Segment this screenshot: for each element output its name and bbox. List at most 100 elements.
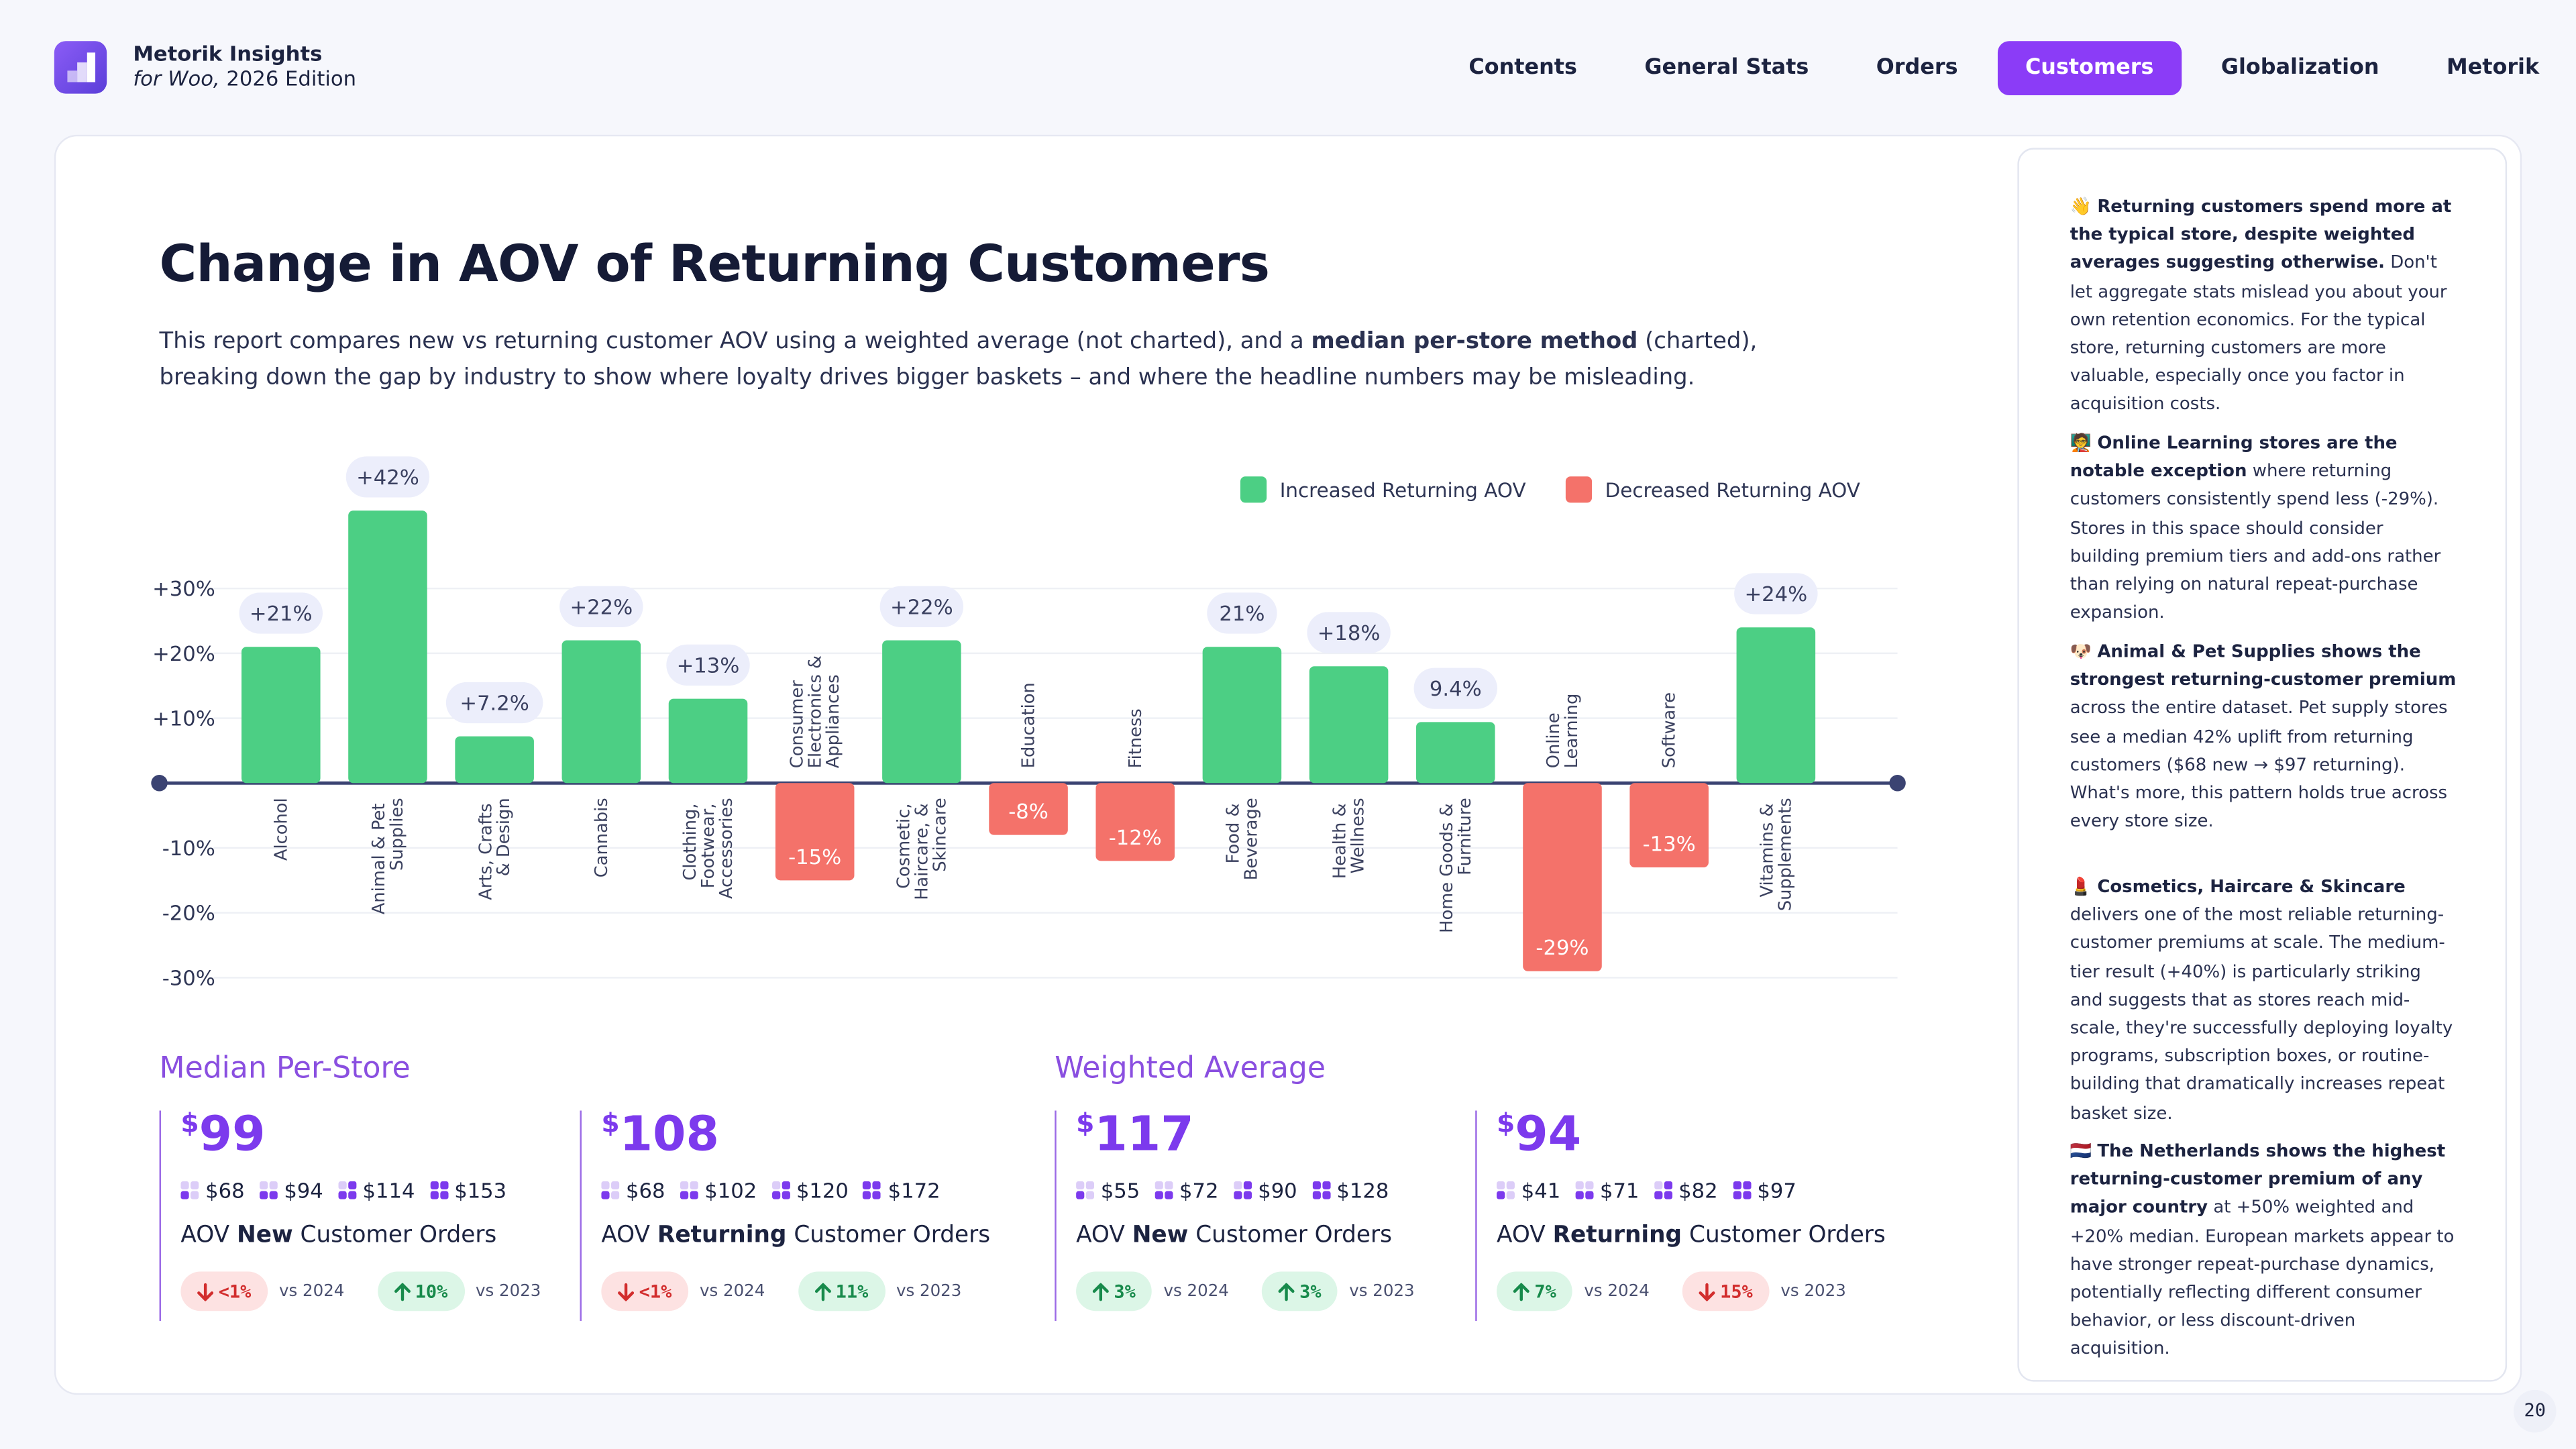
tier-dot [1164, 1191, 1173, 1199]
tier: $55 [1076, 1178, 1140, 1203]
nav-item[interactable]: Contents [1468, 56, 1577, 81]
value-label: 21% [1219, 602, 1265, 626]
tick-label-line: Wellness [1348, 798, 1368, 873]
tier-dot [337, 1181, 347, 1190]
x-tick-label: Education [1019, 682, 1039, 768]
tier-dot [680, 1181, 688, 1190]
tick-label-line: Health & [1330, 798, 1350, 879]
tier-value: $128 [1336, 1177, 1389, 1203]
nav-item[interactable]: Metorik [2446, 56, 2540, 81]
arrow [618, 1282, 635, 1301]
arrow [1513, 1282, 1529, 1301]
nav-item[interactable]: Customers [1997, 41, 2182, 96]
tier: $90 [1233, 1178, 1297, 1203]
tier-dot [1076, 1191, 1085, 1199]
description-part: (charted), breaking down the gap by indu… [159, 328, 1758, 391]
tier-icon [1654, 1181, 1672, 1199]
tier-dot [1311, 1191, 1320, 1199]
tick-label-line: Furniture [1455, 798, 1475, 875]
label-post: Customer Orders [1195, 1222, 1393, 1249]
arrow-icon [1699, 1282, 1715, 1301]
tick-label-line: Appliances [823, 674, 843, 768]
page-number: 20 [2513, 1389, 2557, 1433]
tier: $41 [1497, 1178, 1560, 1203]
tick-label-line: Skincare [930, 798, 950, 871]
sidebar-bold: Animal & Pet Supplies shows the stronges… [2070, 642, 2457, 691]
badge-text: <1% [218, 1280, 252, 1302]
logo [54, 41, 107, 94]
arrow [197, 1282, 214, 1301]
card-label: AOV Returning Customer Orders [1497, 1222, 1896, 1248]
tier-dot [1243, 1181, 1252, 1190]
value-label: +21% [250, 602, 313, 626]
badge-text: 3% [1299, 1280, 1322, 1302]
badge: 3% [1261, 1271, 1338, 1311]
arrow-icon [394, 1282, 411, 1301]
nav-item[interactable]: Globalization [2220, 56, 2379, 81]
tier-dot [259, 1181, 268, 1190]
tick-label-line: Alcohol [271, 798, 291, 861]
tier-value: $68 [205, 1177, 245, 1203]
value-label: +18% [1318, 622, 1381, 645]
bar [989, 783, 1068, 835]
tier-dot [1085, 1191, 1095, 1199]
tier-dot [1664, 1181, 1672, 1190]
bar [1523, 783, 1602, 971]
tier-dot [347, 1191, 356, 1199]
tier-dot [1322, 1191, 1330, 1199]
tier: $153 [429, 1178, 506, 1203]
tier-dot [1732, 1191, 1741, 1199]
badges: 3% vs 2024 3% vs 2023 [1076, 1271, 1475, 1311]
tier: $102 [680, 1178, 757, 1203]
tier-value: $114 [362, 1177, 415, 1203]
value-label-pill [1413, 667, 1498, 709]
tier-dot [259, 1191, 268, 1199]
arrow-icon [618, 1282, 635, 1301]
sidebar-paragraph: 🧑‍🏫 Online Learning stores are the notab… [2070, 431, 2458, 629]
tier-value: $94 [284, 1177, 323, 1203]
currency: $ [180, 1107, 199, 1139]
value-label: -12% [1109, 826, 1162, 850]
nav-item[interactable]: Orders [1876, 56, 1958, 81]
badges: <1% vs 2024 10% vs 2023 [180, 1271, 580, 1311]
badge-vs: vs 2024 [699, 1282, 765, 1301]
bar [882, 640, 961, 784]
value-label-pill [345, 456, 430, 498]
tier-dot [873, 1191, 881, 1199]
sidebar-text: delivers one of the most reliable return… [2070, 905, 2453, 1124]
card-label: AOV New Customer Orders [180, 1222, 580, 1248]
stat-heading: Median Per-Store [159, 1051, 411, 1086]
tier-icon [1076, 1181, 1095, 1199]
edition: for Woo, 2026 Edition [133, 66, 356, 91]
tier: $72 [1155, 1178, 1218, 1203]
tier-dot [781, 1191, 790, 1199]
x-tick-label: Software [1660, 692, 1680, 768]
stat-card: $117 $55 $72 $90 $128 AOV New Customer Orders… [1055, 1108, 1475, 1321]
stat-card: $99 $68 $94 $114 $153 AOV New Customer Orders… [159, 1107, 580, 1321]
tier: $94 [259, 1177, 323, 1203]
value-label: -29% [1536, 936, 1589, 960]
tier-dot [1155, 1191, 1163, 1199]
x-tick-label: Vitamins & Supplements [1757, 798, 1795, 911]
tier-dot [1585, 1191, 1594, 1199]
badge-vs: vs 2024 [1584, 1282, 1650, 1301]
nav: Contents General Stats Orders Customers Glob… [1430, 41, 2567, 96]
badge-vs: vs 2023 [896, 1282, 962, 1301]
tier-icon [1233, 1181, 1252, 1199]
tier-value: $172 [888, 1177, 941, 1203]
description-part: median per-store method [1311, 328, 1638, 355]
label-pre: AOV [1076, 1222, 1125, 1249]
stat-heading: Weighted Average [1055, 1051, 1326, 1086]
tier-value: $120 [796, 1177, 849, 1203]
tier-icon [601, 1181, 620, 1199]
bar [1629, 783, 1709, 867]
sidebar-paragraph: 👋 Returning customers spend more at the … [2070, 194, 2458, 420]
tier-value: $90 [1258, 1177, 1297, 1203]
bar [1416, 722, 1495, 784]
x-tick-label: Cannabis [592, 798, 612, 877]
nav-item[interactable]: General Stats [1644, 56, 1809, 81]
axis-end [1889, 775, 1906, 792]
currency: $ [601, 1107, 620, 1139]
arrow [814, 1282, 831, 1301]
